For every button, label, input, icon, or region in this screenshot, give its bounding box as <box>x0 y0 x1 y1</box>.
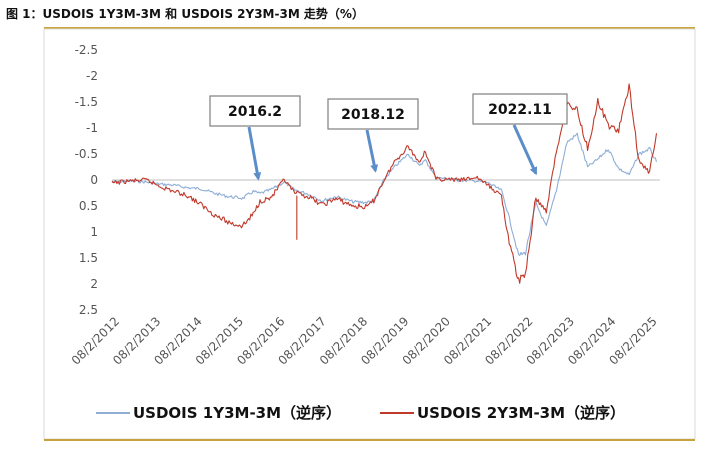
legend: USDOIS 1Y3M-3M（逆序） USDOIS 2Y3M-3M（逆序） <box>0 402 711 424</box>
annotation-box <box>209 95 301 127</box>
annotation-arrow <box>512 124 538 176</box>
y-tick-label: -2 <box>86 69 98 83</box>
y-tick-label: 2 <box>90 277 98 291</box>
annotation-box <box>327 98 419 130</box>
chart-border <box>43 28 696 440</box>
y-tick-label: -2.5 <box>75 43 98 57</box>
y-axis: -2.5 -2 -1.5 -1 -0.5 0 0.5 1 1.5 2 2.5 <box>75 43 98 317</box>
legend-swatch-1y3m <box>96 411 130 414</box>
legend-item-2y3m: USDOIS 2Y3M-3M（逆序） <box>380 402 625 423</box>
y-tick-label: -0.5 <box>75 147 98 161</box>
x-axis: 08/2/201208/2/201308/2/201408/2/201508/2… <box>69 314 660 367</box>
legend-swatch-2y3m <box>380 411 414 414</box>
y-tick-label: 2.5 <box>79 303 98 317</box>
annotation-arrow <box>247 126 262 181</box>
annotation-label: 2018.12 <box>341 107 405 123</box>
annotation-arrow <box>365 129 379 173</box>
top-rule <box>44 27 695 29</box>
annotation-label: 2016.2 <box>228 104 282 120</box>
bottom-rule <box>44 439 695 441</box>
annotation-box <box>472 93 568 125</box>
y-tick-label: -1 <box>86 121 98 135</box>
y-tick-label: 0 <box>90 173 98 187</box>
plot-area <box>43 28 696 440</box>
y-tick-label: 0.5 <box>79 199 98 213</box>
y-tick-label: -1.5 <box>75 95 98 109</box>
series-line-1y3m <box>111 132 658 257</box>
legend-item-1y3m: USDOIS 1Y3M-3M（逆序） <box>96 402 341 423</box>
chart-title: 图 1：USDOIS 1Y3M-3M 和 USDOIS 2Y3M-3M 走势（%… <box>6 7 364 21</box>
y-tick-label: 1.5 <box>79 251 98 265</box>
legend-label-1y3m: USDOIS 1Y3M-3M（逆序） <box>133 404 342 422</box>
y-tick-label: 1 <box>90 225 98 239</box>
annotation-label: 2022.11 <box>488 102 552 118</box>
legend-label-2y3m: USDOIS 2Y3M-3M（逆序） <box>417 404 626 422</box>
annotations: 2016.2 2018.12 2022.11 <box>209 93 568 181</box>
